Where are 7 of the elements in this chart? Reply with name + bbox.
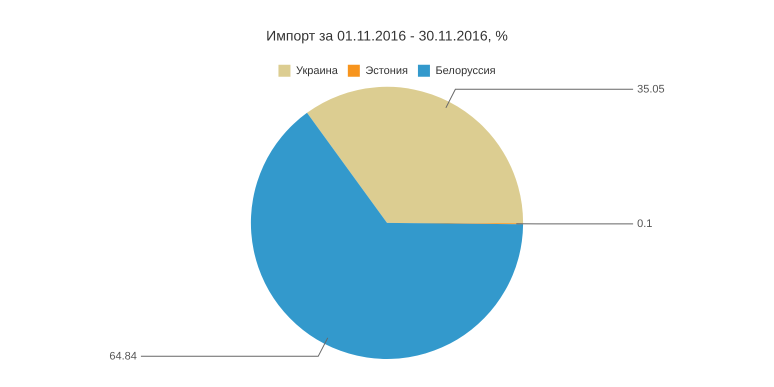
data-label: 35.05 [637, 83, 665, 96]
data-label: 0.1 [637, 218, 652, 230]
data-label: 64.84 [109, 350, 137, 362]
chart-title: Импорт за 01.11.2016 - 30.11.2016, % [266, 27, 508, 44]
legend-label: Белоруссия [435, 64, 496, 77]
legend-label: Эстония [365, 64, 408, 77]
legend-label: Украина [296, 64, 339, 77]
